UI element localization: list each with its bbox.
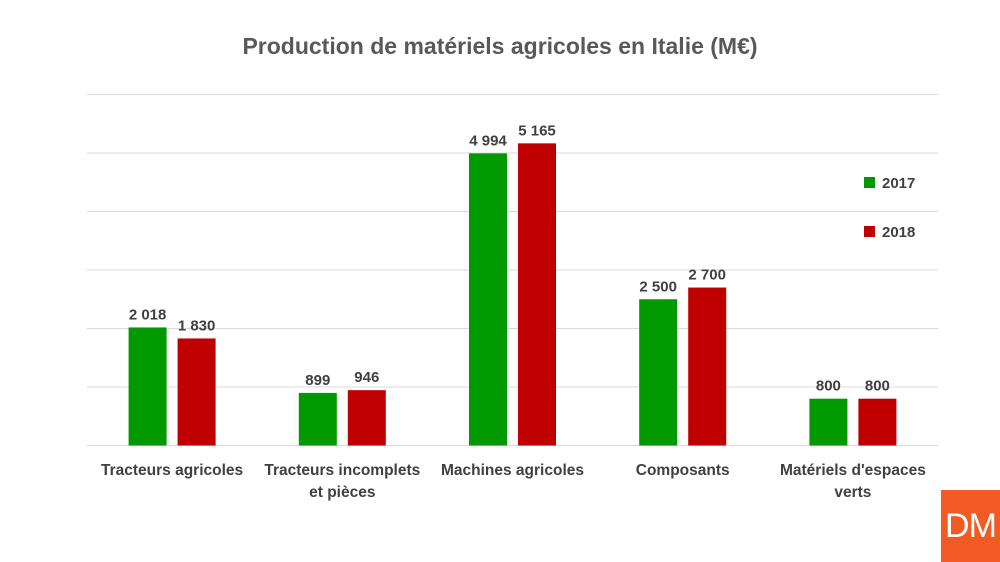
category-label: Matériels d'espaces xyxy=(780,462,926,479)
category-label: Tracteurs incomplets xyxy=(264,462,420,479)
bar-2018 xyxy=(688,287,727,446)
brand-logo: DM xyxy=(941,490,1000,562)
category-label: et pièces xyxy=(309,484,375,501)
category-label: verts xyxy=(834,484,871,501)
gridlines xyxy=(87,94,938,446)
legend-swatch-2017 xyxy=(864,177,875,188)
bar-2018 xyxy=(177,338,216,446)
bar-2017 xyxy=(809,398,848,446)
legend-label-2017: 2017 xyxy=(882,175,915,192)
bar-2017 xyxy=(128,327,167,446)
data-label-2017: 4 994 xyxy=(469,132,507,149)
chart-title: Production de matériels agricoles en Ita… xyxy=(242,33,757,59)
data-label-2017: 2 018 xyxy=(129,306,167,323)
data-label-2018: 5 165 xyxy=(518,122,556,139)
data-label-2017: 899 xyxy=(305,372,330,389)
bars xyxy=(128,143,897,446)
bar-2018 xyxy=(347,390,386,446)
category-label: Tracteurs agricoles xyxy=(101,462,243,479)
data-label-2018: 1 830 xyxy=(178,317,216,334)
bar-2017 xyxy=(639,299,678,446)
bar-2017 xyxy=(298,392,337,446)
category-axis-labels: Tracteurs agricoles Tracteurs incomplets e… xyxy=(101,462,926,501)
legend-label-2018: 2018 xyxy=(882,224,915,241)
legend-swatch-2018 xyxy=(864,226,875,237)
legend: 2017 2018 xyxy=(864,175,915,241)
category-label: Composants xyxy=(636,462,730,479)
category-label: Machines agricoles xyxy=(441,462,584,479)
bar-2018 xyxy=(518,143,556,446)
data-label-2017: 2 500 xyxy=(639,278,677,295)
data-label-2018: 800 xyxy=(865,378,890,395)
data-labels: 2 018 1 830 899 946 4 994 5 165 2 500 2 700 800 8… xyxy=(129,122,890,394)
data-label-2018: 2 700 xyxy=(688,267,726,284)
bar-2018 xyxy=(858,398,897,446)
bar-2017 xyxy=(469,153,507,446)
data-label-2017: 800 xyxy=(816,378,841,395)
data-label-2018: 946 xyxy=(354,369,379,386)
